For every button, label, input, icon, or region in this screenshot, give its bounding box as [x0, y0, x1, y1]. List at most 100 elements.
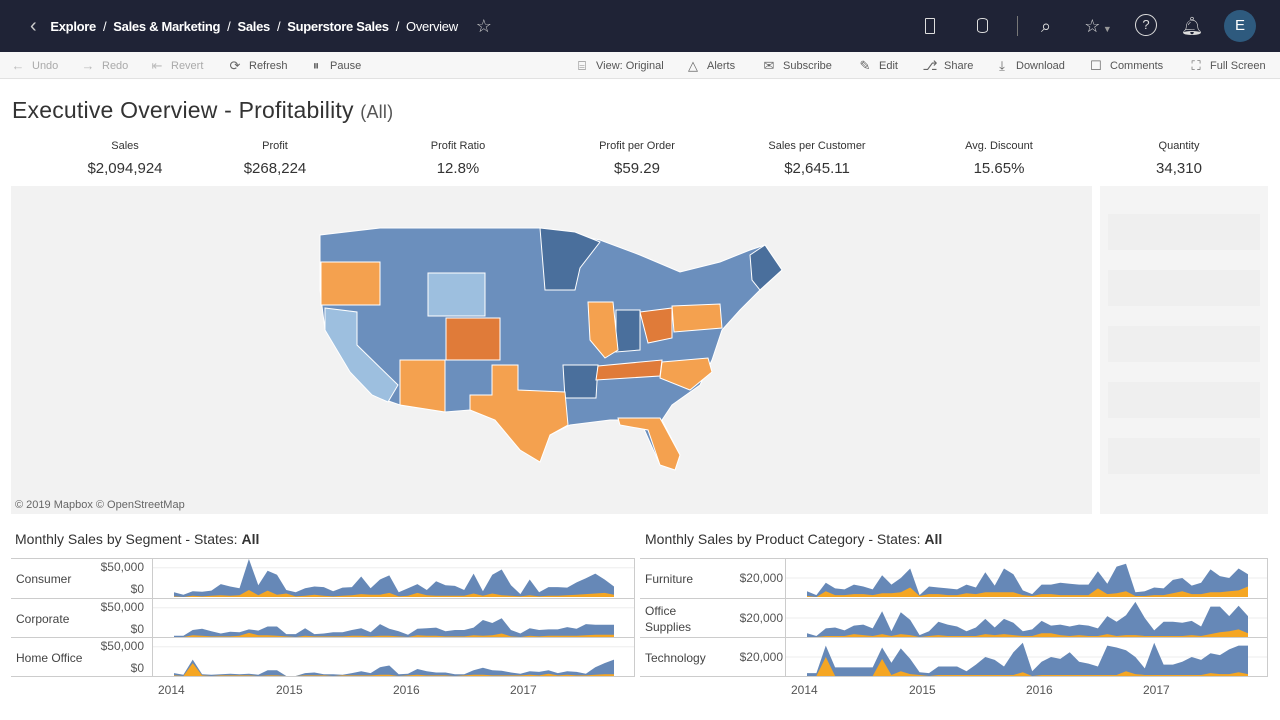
refresh-icon: ⟳ — [229, 57, 241, 73]
redo-label: Redo — [102, 59, 129, 72]
breadcrumb-superstore-sales[interactable]: Superstore Sales — [287, 18, 389, 34]
panel-home-office: Home Office $50,000 $0 — [11, 637, 635, 677]
profit-area[interactable] — [807, 586, 1248, 598]
sales-area[interactable] — [174, 659, 614, 676]
profit-map[interactable]: © 2019 Mapbox © OpenStreetMap — [11, 186, 1092, 514]
share-button[interactable]: ⎇ Share — [922, 52, 974, 79]
x-tick-label: 2014 — [791, 683, 818, 697]
breadcrumb-sales[interactable]: Sales — [237, 18, 270, 34]
search-icon[interactable]: ⌕ — [1040, 16, 1052, 36]
sales-area[interactable] — [807, 601, 1248, 637]
kpi-sales-per-customer[interactable]: Sales per Customer $2,645.11 — [727, 140, 907, 177]
comments-label: Comments — [1110, 59, 1164, 72]
redo-icon: → — [81, 58, 95, 73]
user-avatar[interactable]: E — [1224, 10, 1256, 42]
alerts-button[interactable]: △ Alerts — [685, 52, 735, 79]
revert-icon: ⇤ — [151, 57, 163, 73]
panel-technology: Technology $20,000 — [640, 637, 1268, 677]
segment-area-chart[interactable]: Consumer $50,000 $0 Corporate $50,000 $0 Home … — [11, 558, 635, 697]
panel-plot[interactable] — [152, 559, 635, 598]
profit-area[interactable] — [807, 628, 1248, 637]
side-panel — [1100, 186, 1268, 514]
x-tick-label: 2015 — [909, 683, 936, 697]
view-original-button[interactable]: ⌸ View: Original — [574, 52, 664, 79]
panel-plot[interactable] — [152, 638, 635, 677]
breadcrumb-sales-marketing[interactable]: Sales & Marketing — [113, 18, 221, 34]
title-filter: All — [924, 531, 943, 547]
state-minnesota — [539, 227, 601, 291]
share-icon: ⎇ — [922, 57, 938, 73]
kpi-label: Profit per Order — [599, 140, 675, 152]
notifications-bell-icon[interactable]: 🔔︎ — [1180, 16, 1204, 36]
x-tick-label: 2014 — [158, 683, 185, 697]
full-screen-icon: ⛶ — [1191, 57, 1201, 73]
profit-area[interactable] — [174, 590, 614, 597]
breadcrumb-explore[interactable]: Explore — [50, 18, 96, 34]
x-tick-label: 2017 — [510, 683, 537, 697]
comments-button[interactable]: ☐ Comments — [1088, 52, 1163, 79]
state-wyoming — [427, 272, 486, 317]
comment-icon: ☐ — [1090, 57, 1102, 73]
sales-area[interactable] — [807, 563, 1248, 597]
panel-plot[interactable] — [785, 559, 1268, 598]
sales-area[interactable] — [807, 642, 1248, 676]
revert-button[interactable]: ⇤ Revert — [149, 52, 204, 79]
panel-plot[interactable] — [785, 598, 1268, 638]
favorites-icon[interactable]: ☆ ▼ — [1084, 16, 1112, 36]
panel-label: Technology — [645, 651, 706, 665]
kpi-avg-discount[interactable]: Avg. Discount 15.65% — [909, 140, 1089, 177]
undo-button[interactable]: ← Undo — [10, 52, 59, 79]
x-tick-label: 2017 — [1143, 683, 1170, 697]
panel-corporate: Corporate $50,000 $0 — [11, 597, 635, 638]
divider — [1017, 16, 1018, 36]
kpi-sales[interactable]: Sales $2,094,924 — [35, 140, 215, 177]
title-filter: All — [241, 531, 260, 547]
panel-plot[interactable] — [152, 598, 635, 638]
redo-button[interactable]: → Redo — [80, 52, 129, 79]
mobile-device-icon[interactable] — [918, 14, 942, 38]
state-texas — [469, 364, 569, 463]
state-illinois — [587, 301, 619, 359]
panel-plot[interactable] — [785, 638, 1268, 677]
pause-label: Pause — [330, 59, 362, 72]
pause-button[interactable]: ⏸︎ Pause — [308, 52, 361, 79]
kpi-label: Sales — [111, 140, 139, 152]
y-tick-label: $0 — [130, 661, 144, 675]
state-oregon — [320, 261, 381, 306]
kpi-value: $59.29 — [614, 160, 660, 177]
title-text: Executive Overview - Profitability — [12, 97, 354, 123]
panel-label: Furniture — [645, 572, 694, 586]
subscribe-button[interactable]: ✉ Subscribe — [761, 52, 832, 79]
category-chart-title: Monthly Sales by Product Category - Stat… — [645, 531, 942, 547]
profit-area[interactable] — [174, 632, 614, 637]
download-button[interactable]: ⤓ Download — [994, 52, 1065, 79]
sales-area[interactable] — [174, 617, 614, 637]
refresh-button[interactable]: ⟳ Refresh — [227, 52, 288, 79]
x-tick-label: 2016 — [393, 683, 420, 697]
state-colorado — [445, 317, 501, 361]
kpi-profit-ratio[interactable]: Profit Ratio 12.8% — [368, 140, 548, 177]
help-icon[interactable]: ? — [1135, 14, 1159, 38]
share-label: Share — [944, 59, 974, 72]
category-area-chart[interactable]: Furniture $20,000 Office Supplies $20,000 Te… — [640, 558, 1268, 697]
edit-button[interactable]: ✎ Edit — [857, 52, 898, 79]
full-screen-label: Full Screen — [1210, 59, 1266, 72]
state-pennsylvania — [671, 303, 723, 333]
x-tick-label: 2016 — [1026, 683, 1053, 697]
us-state-map[interactable] — [11, 186, 1092, 514]
data-source-icon[interactable] — [970, 14, 994, 38]
favorite-star-icon[interactable]: ☆ — [475, 15, 492, 36]
axis-line — [640, 676, 1268, 677]
state-north-carolina — [659, 357, 713, 391]
sales-area[interactable] — [174, 559, 614, 597]
panel-furniture: Furniture $20,000 — [640, 558, 1268, 598]
full-screen-button[interactable]: ⛶ Full Screen — [1188, 52, 1266, 79]
kpi-profit-per-order[interactable]: Profit per Order $59.29 — [547, 140, 727, 177]
edit-label: Edit — [879, 59, 898, 72]
kpi-profit[interactable]: Profit $268,224 — [185, 140, 365, 177]
state-california — [324, 307, 399, 403]
back-icon[interactable]: ‹ — [30, 14, 37, 37]
state-ohio — [639, 307, 673, 344]
kpi-quantity[interactable]: Quantity 34,310 — [1089, 140, 1269, 177]
breadcrumb: ‹ Explore / Sales & Marketing / Sales / Sup… — [30, 14, 492, 37]
